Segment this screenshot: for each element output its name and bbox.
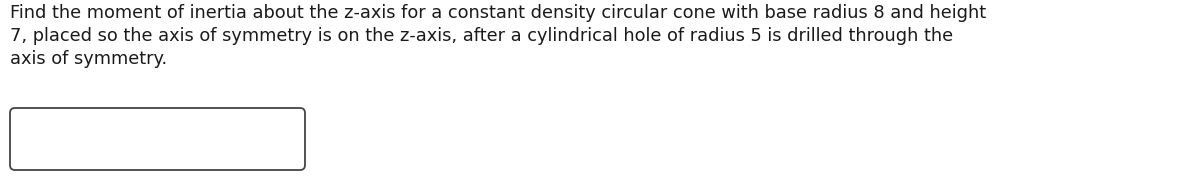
Text: Find the moment of inertia about the z-axis for a constant density circular cone: Find the moment of inertia about the z-a… [10, 4, 985, 68]
FancyBboxPatch shape [10, 108, 305, 170]
